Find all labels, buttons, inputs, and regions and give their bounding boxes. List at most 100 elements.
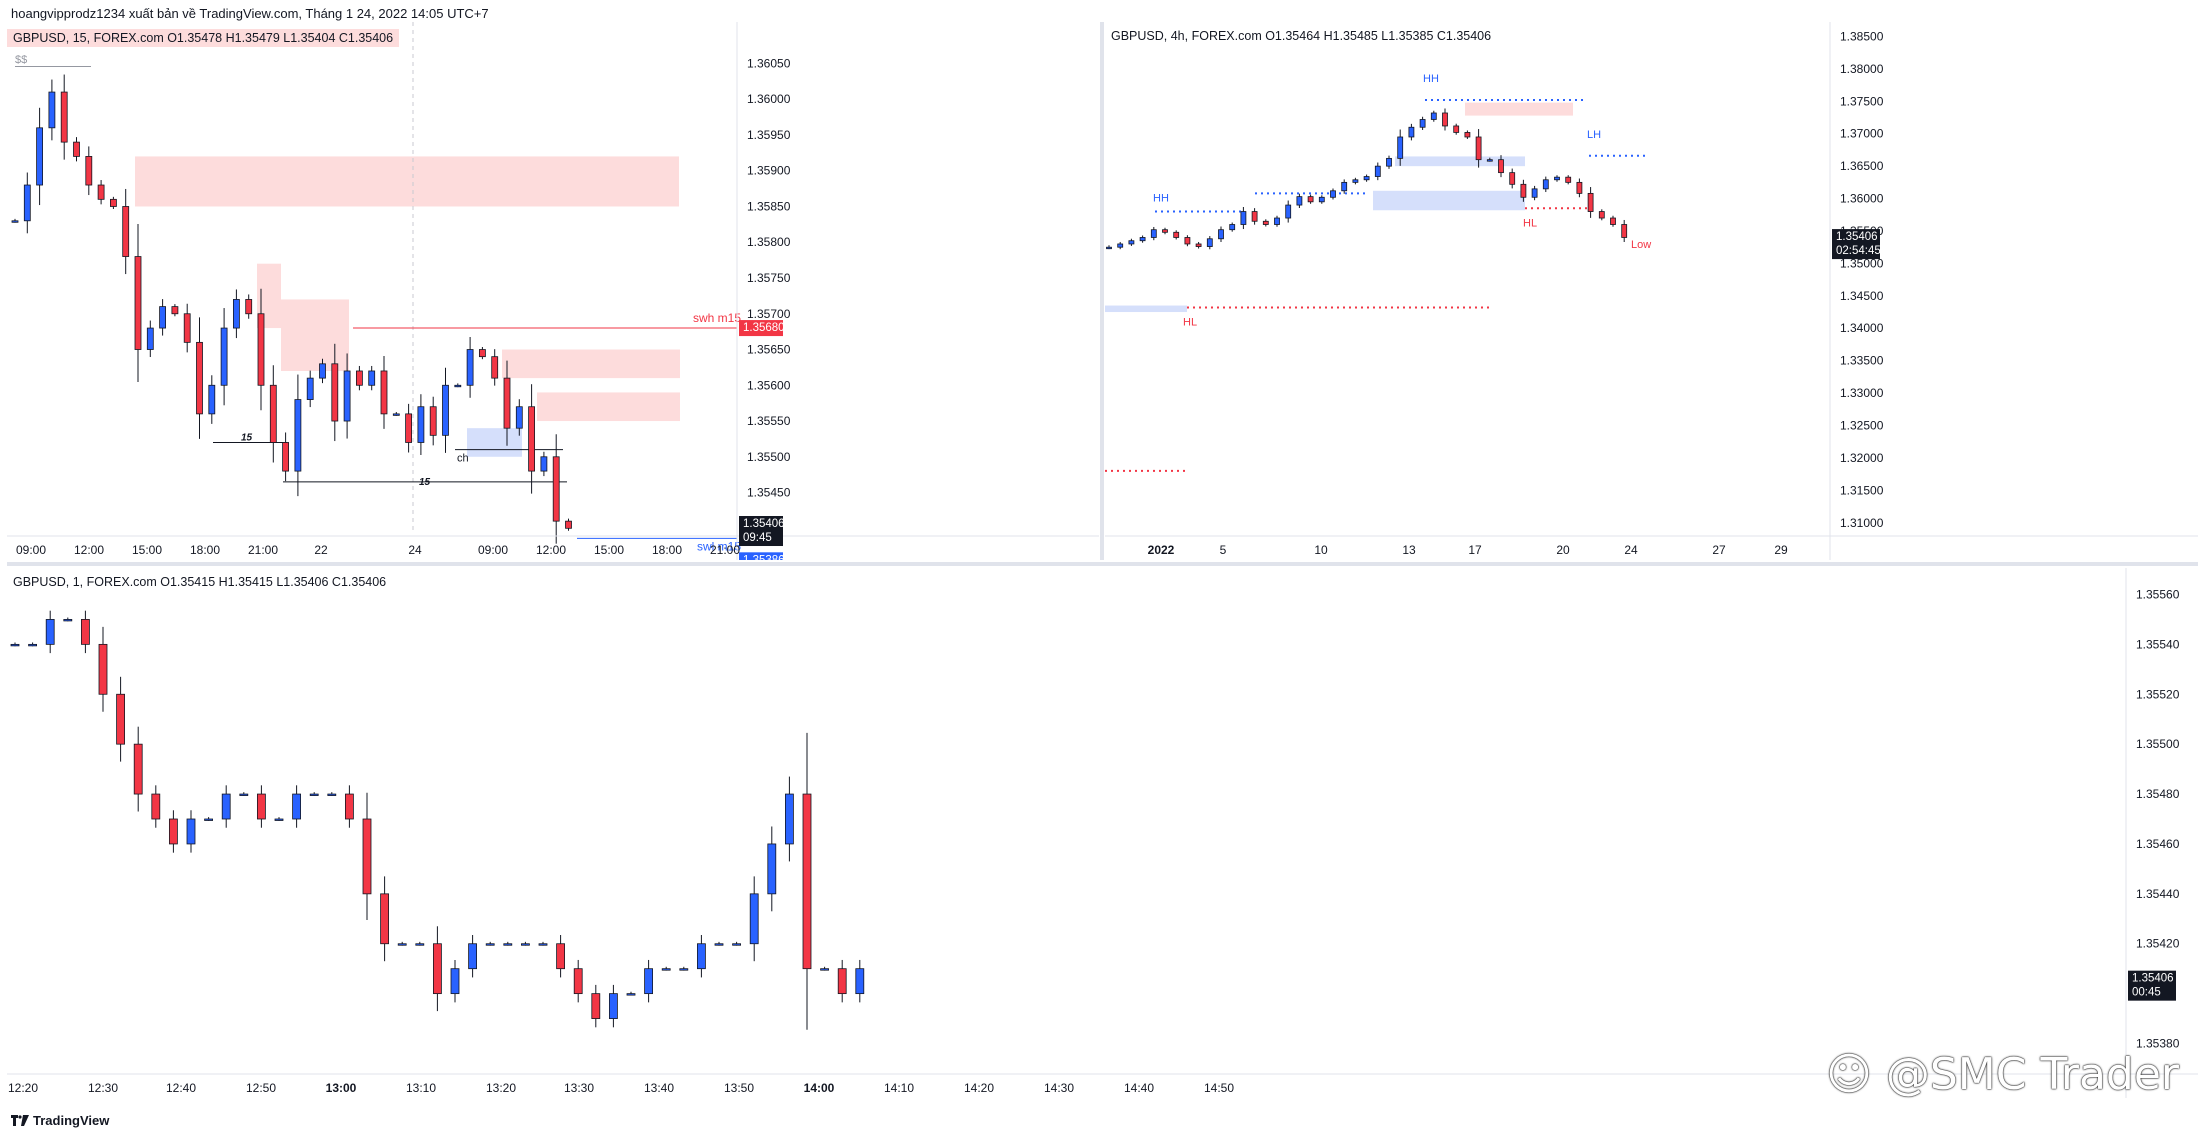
m1-x-tick: 12:20 (8, 1081, 38, 1095)
m1-y-tick: 1.35420 (2136, 937, 2180, 951)
m15-candle (515, 406, 523, 429)
h4-candle (1610, 217, 1616, 225)
h4-candle (1352, 179, 1359, 183)
h4-candle (1576, 181, 1583, 194)
label-hl: HL (1523, 217, 1537, 229)
h4-x-tick: 24 (1624, 543, 1638, 557)
h4-y-tick: 1.31000 (1840, 516, 1884, 530)
h4-y-tick: 1.32000 (1840, 451, 1884, 465)
h4-candle (1464, 132, 1471, 138)
h4-candle (1498, 159, 1504, 174)
m1-candle (785, 793, 794, 845)
h4-candle (1251, 211, 1258, 222)
m1-x-tick: 12:40 (166, 1081, 196, 1095)
m1-candle (327, 793, 337, 796)
tag-last-text: 09:45 (743, 532, 772, 544)
h4-candle (1341, 181, 1348, 192)
m15-x-tick: 18:00 (652, 543, 682, 557)
m15-y-tick: 1.35500 (747, 450, 791, 464)
h4-x-tick: 20 (1556, 543, 1570, 557)
m1-candle (432, 943, 442, 995)
m1-candle (855, 968, 865, 995)
indicator-label[interactable]: $$ (15, 54, 91, 67)
m1-candle (468, 943, 478, 970)
h4-candle (1117, 243, 1124, 248)
chart-panel-m15[interactable]: swh m15 swl m15 15 15 ch 1.36050 1.36000 1.3595… (7, 22, 1099, 560)
tradingview-logo[interactable]: TradingView (11, 1113, 109, 1128)
m15-candle (183, 313, 191, 343)
m1-candle (10, 643, 20, 647)
m1-candle (45, 619, 55, 645)
h4-candle (1206, 238, 1213, 247)
chart-panel-h4[interactable]: HH HH HL HL LH Low 1.38500 1.38000 1.37500 1.3700… (1105, 22, 2198, 560)
m15-candle (11, 220, 19, 223)
chart-m15-plot[interactable]: swh m15 swl m15 15 15 ch 1.36050 1.36000 1.3595… (7, 22, 1099, 560)
m1-candle (556, 943, 565, 970)
pane-separator[interactable] (1100, 22, 1104, 560)
m15-y-tick: 1.35750 (747, 271, 791, 285)
m15-candle (146, 327, 154, 350)
m1-candle (221, 793, 231, 820)
h4-candle (1621, 224, 1628, 238)
m1-y-tick: 1.35480 (2136, 787, 2180, 801)
h4-candle (1565, 176, 1572, 183)
m15-y-tick: 1.35550 (747, 414, 791, 428)
m15-x-tick: 21:00 (710, 543, 740, 557)
m15-x-tick: 12:00 (74, 543, 104, 557)
chart-m1-plot[interactable]: 1.35560 1.35540 1.35520 1.35500 1.35480 1.354… (7, 568, 2198, 1098)
m15-candle (208, 384, 216, 415)
m15-candle (232, 299, 240, 329)
tag-last-text: 02:54:45 (1836, 245, 1881, 257)
m1-candle (591, 993, 601, 1019)
m1-x-tick: 14:30 (1044, 1081, 1074, 1095)
h4-candle (1274, 217, 1280, 225)
chart-h4-plot[interactable]: HH HH HL HL LH Low 1.38500 1.38000 1.37500 1.3700… (1105, 22, 2198, 560)
m15-candle (355, 370, 363, 386)
m15-x-tick: 21:00 (248, 543, 278, 557)
h4-candle (1430, 112, 1437, 120)
h4-x-tick: 17 (1468, 543, 1482, 557)
m1-x-tick: 14:20 (964, 1081, 994, 1095)
m15-candle (171, 306, 179, 315)
m15-candle (540, 456, 548, 472)
tag-last-bg (2128, 970, 2176, 1001)
bos-label: 15 (241, 432, 253, 443)
m15-candle (282, 442, 290, 472)
h4-y-tick: 1.38000 (1840, 62, 1884, 76)
m1-candle (362, 818, 372, 895)
h4-candle (1520, 183, 1527, 198)
m1-x-tick: 12:30 (88, 1081, 118, 1095)
h4-candle (1397, 136, 1404, 159)
m15-y-tick: 1.35700 (747, 307, 791, 321)
h4-y-tick: 1.32500 (1840, 419, 1884, 433)
m1-candle (697, 943, 706, 970)
h4-x-tick: 10 (1314, 543, 1328, 557)
m1-candle (98, 643, 108, 695)
chart-panel-m1[interactable]: 1.35560 1.35540 1.35520 1.35500 1.35480 1.354… (7, 568, 2198, 1098)
h4-y-tick: 1.37500 (1840, 94, 1884, 108)
m1-x-tick: 14:00 (804, 1081, 835, 1095)
m1-candle (749, 893, 759, 945)
m1-candle (309, 793, 319, 796)
h4-y-tick: 1.34500 (1840, 289, 1884, 303)
m15-candle (97, 184, 105, 200)
tag-swh-bg (739, 320, 783, 337)
h4-candle (1374, 165, 1381, 177)
h4-y-tick: 1.37000 (1840, 127, 1884, 141)
m1-candle (415, 943, 425, 946)
tag-last-text: 1.35406 (2132, 973, 2174, 985)
m15-x-tick: 12:00 (536, 543, 566, 557)
pane-separator[interactable] (7, 562, 2198, 566)
m15-y-tick: 1.35950 (747, 128, 791, 142)
h4-candle (1442, 112, 1448, 127)
h4-x-tick: 2022 (1148, 543, 1175, 557)
m1-y-tick: 1.35440 (2136, 887, 2180, 901)
m15-candle (380, 370, 388, 415)
demand-zone (1373, 190, 1525, 211)
m15-candle (478, 349, 486, 358)
m1-candle (837, 968, 847, 995)
m15-candle (134, 256, 142, 350)
m15-candle (491, 356, 499, 379)
bos-label: 15 (419, 477, 431, 488)
m1-candle (609, 993, 618, 1019)
